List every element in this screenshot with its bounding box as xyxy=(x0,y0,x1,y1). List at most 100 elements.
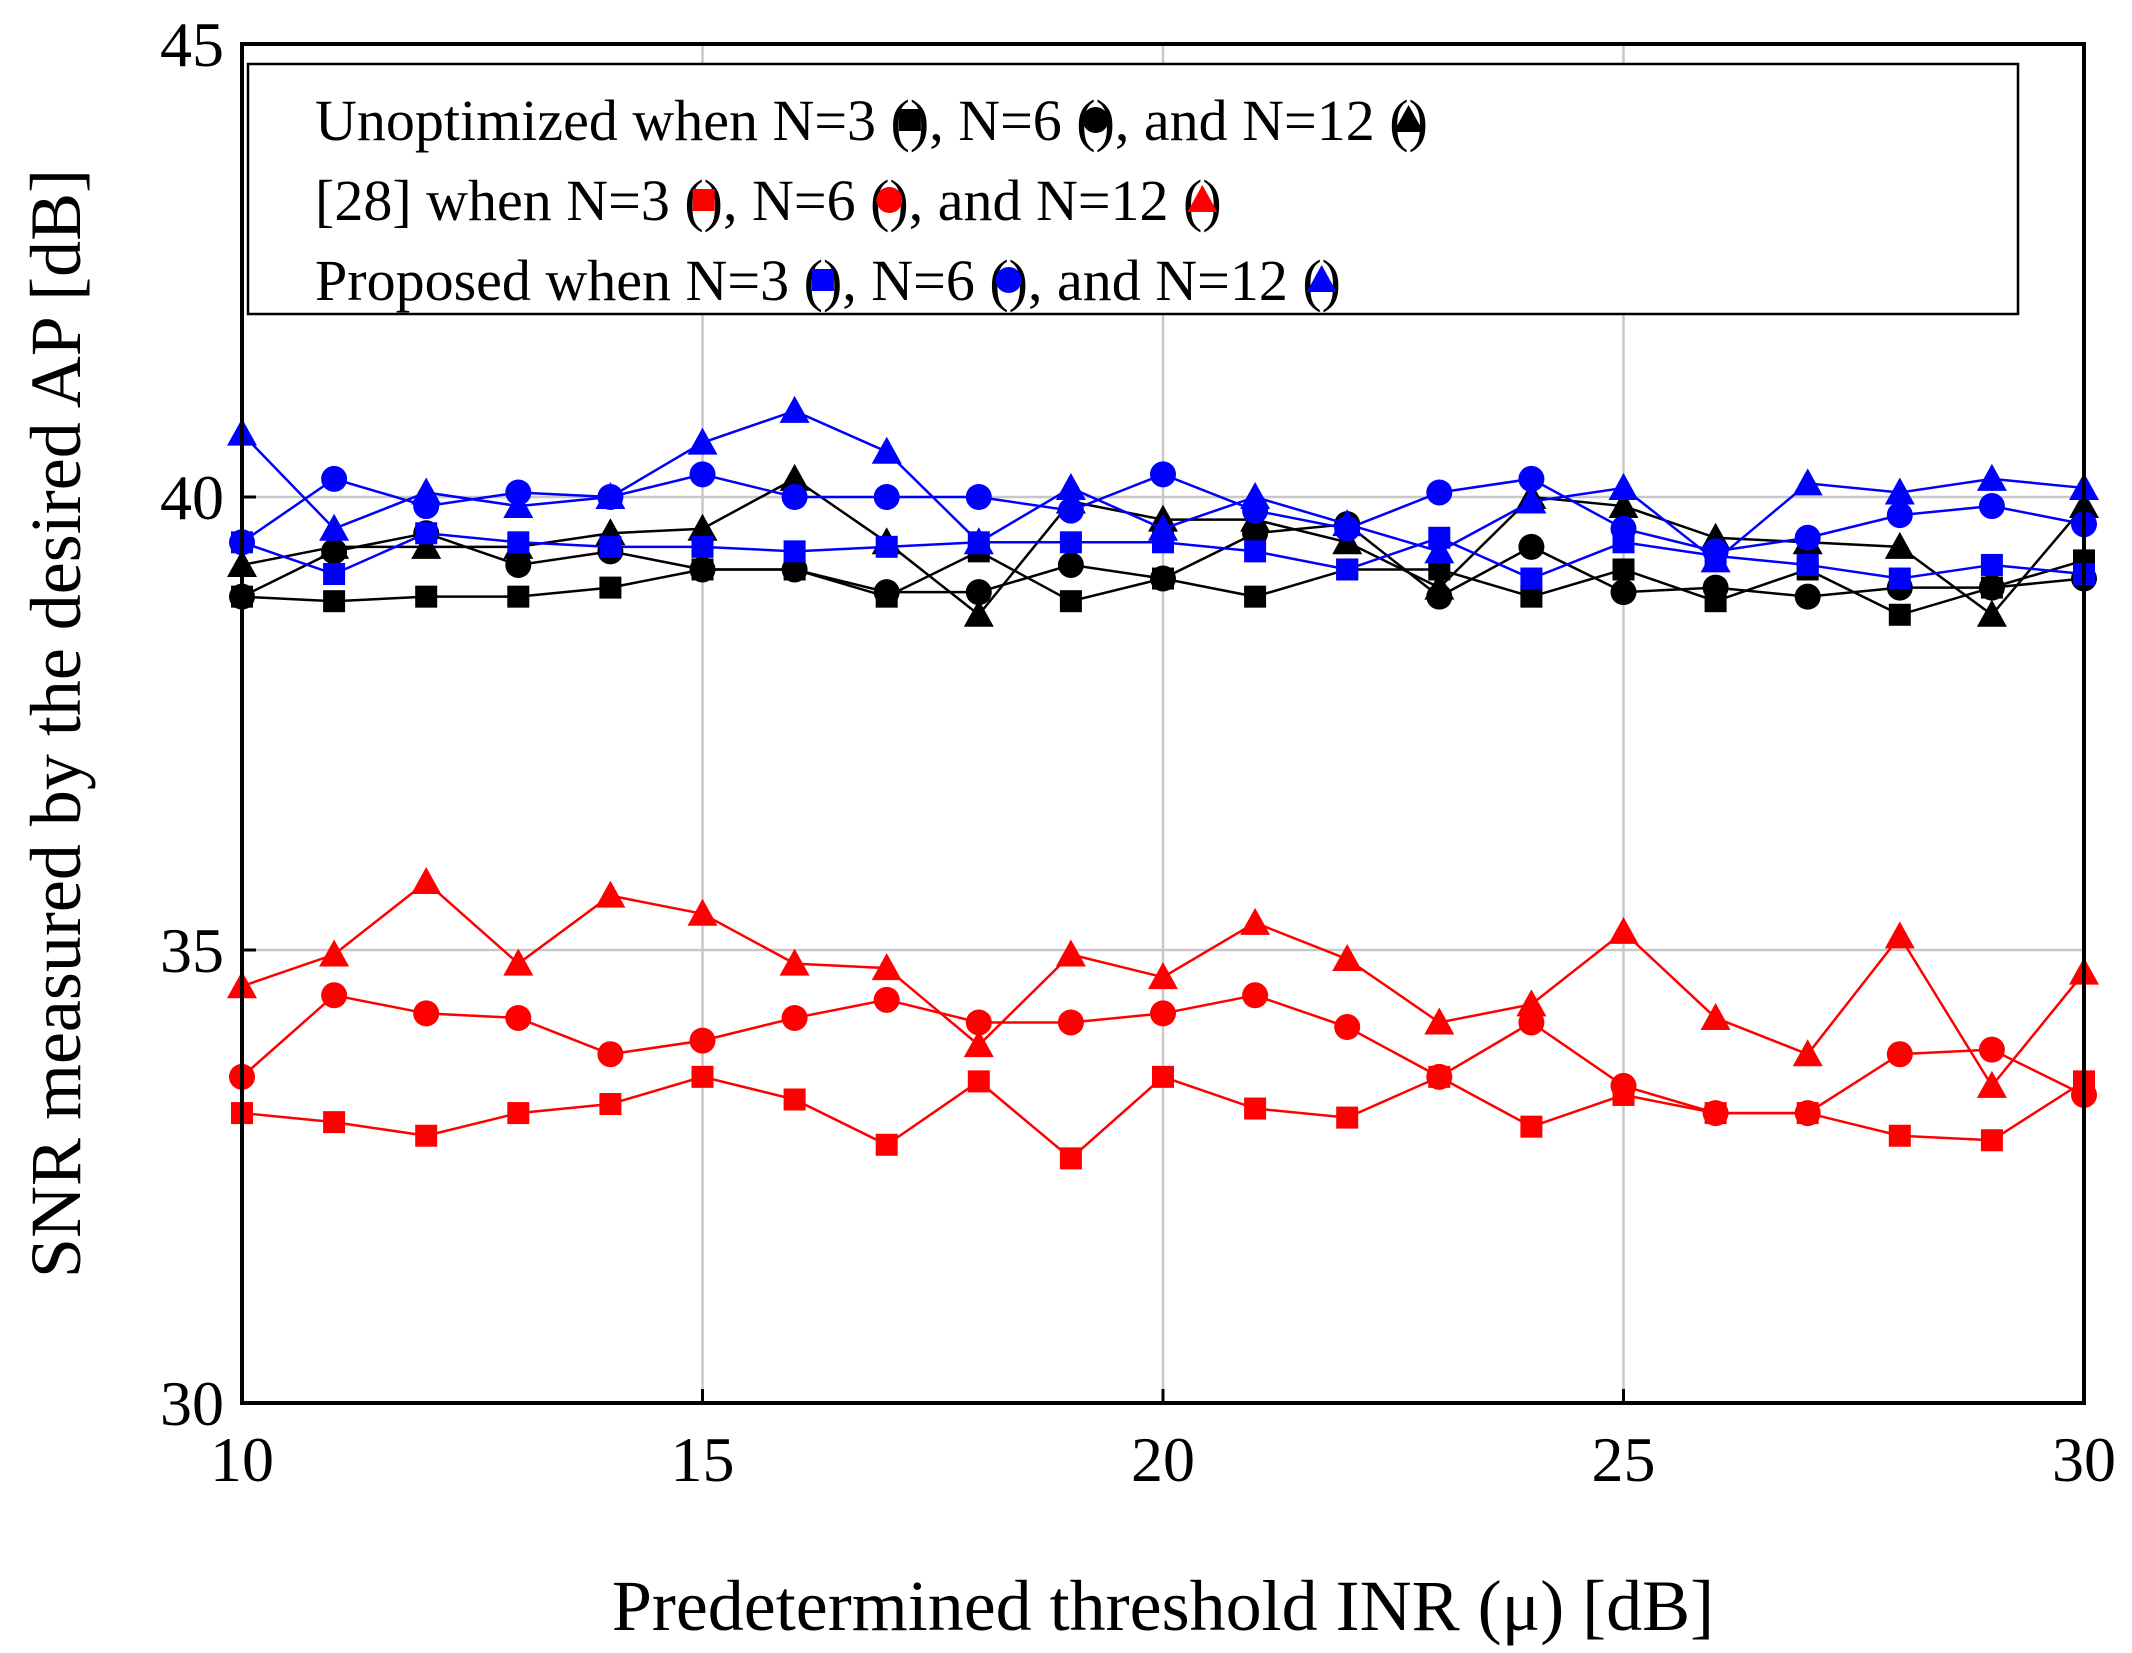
x-axis-label: Predetermined threshold INR (μ) [dB] xyxy=(612,1566,1714,1646)
legend-prefix: [28] when N=3 ( xyxy=(315,168,704,233)
data-point xyxy=(1520,1115,1543,1138)
x-tick-label: 10 xyxy=(210,1424,274,1495)
data-point xyxy=(1980,553,2003,576)
data-series xyxy=(227,395,2099,1170)
data-point xyxy=(1059,590,1082,613)
data-point xyxy=(1516,989,1547,1017)
data-point xyxy=(1978,493,2005,520)
data-point xyxy=(963,599,994,627)
data-point xyxy=(1976,463,2007,491)
legend-after: ) xyxy=(1202,168,1221,233)
y-tick-label: 35 xyxy=(160,915,224,986)
data-point xyxy=(1978,1036,2005,1063)
data-point xyxy=(1978,574,2005,601)
data-point xyxy=(505,1004,532,1031)
legend-after: ), N=6 ( xyxy=(910,88,1096,153)
legend-prefix: Proposed when N=3 ( xyxy=(315,248,823,313)
series-proposed-n-3 xyxy=(231,522,2095,590)
y-tick-label: 30 xyxy=(160,1368,224,1439)
legend-entry-text: [28] when N=3 (), N=6 (), and N=12 () xyxy=(315,168,1222,233)
data-point xyxy=(1334,1014,1361,1041)
data-point xyxy=(595,482,626,509)
data-point xyxy=(1426,479,1453,506)
data-point xyxy=(689,556,716,583)
data-point xyxy=(1152,1065,1174,1088)
data-point xyxy=(1336,558,1359,581)
legend-after: ) xyxy=(1322,248,1341,313)
data-point xyxy=(779,395,810,423)
data-point xyxy=(965,1009,992,1036)
data-point xyxy=(779,463,810,491)
data-point xyxy=(1886,502,1913,529)
data-point xyxy=(691,1065,714,1088)
data-point xyxy=(1057,1009,1084,1036)
data-point xyxy=(1148,962,1178,990)
axis-ticks: 10 15 20 25 30 30 35 40 45 xyxy=(160,9,2116,1495)
data-point xyxy=(1520,567,1543,590)
data-point xyxy=(1150,565,1176,592)
data-point xyxy=(507,1102,530,1125)
legend-after: ) xyxy=(1409,88,1428,153)
data-point xyxy=(1518,465,1545,492)
legend: Unoptimized when N=3 (), N=6 (), and N=1… xyxy=(246,62,2020,316)
legend-after: ), and N=12 ( xyxy=(889,168,1202,233)
data-point xyxy=(963,527,994,555)
data-point xyxy=(963,1030,994,1058)
data-point xyxy=(599,576,622,599)
data-point xyxy=(1794,583,1821,610)
legend-row: Unoptimized when N=3 (), N=6 (), and N=1… xyxy=(315,88,1428,153)
data-point xyxy=(411,531,442,559)
legend-circle-marker xyxy=(1082,107,1109,133)
data-point xyxy=(507,585,530,608)
data-point xyxy=(689,461,716,488)
data-point xyxy=(687,427,718,455)
data-point xyxy=(1244,1097,1267,1120)
data-point xyxy=(875,1133,898,1156)
data-point xyxy=(967,1070,990,1093)
data-point xyxy=(1884,477,1915,505)
data-point xyxy=(1240,482,1271,509)
y-tick-label: 45 xyxy=(160,9,224,80)
legend-triangle-marker xyxy=(1187,185,1218,212)
data-point xyxy=(1888,1124,1911,1147)
data-point xyxy=(1976,1070,2007,1098)
data-point xyxy=(1055,939,1086,967)
legend-row: [28] when N=3 (), N=6 (), and N=12 () xyxy=(315,168,1222,233)
data-point xyxy=(1888,603,1911,626)
data-point xyxy=(319,531,350,559)
data-point xyxy=(1426,1063,1453,1090)
data-point xyxy=(781,484,808,510)
data-point xyxy=(1516,486,1547,514)
data-point xyxy=(1518,533,1545,560)
data-point xyxy=(1055,472,1086,500)
legend-after: ), and N=12 ( xyxy=(1096,88,1409,153)
data-point xyxy=(1424,536,1455,564)
data-point xyxy=(783,540,806,563)
data-point xyxy=(1884,531,1915,559)
legend-triangle-marker xyxy=(1306,265,1337,292)
data-point xyxy=(871,436,902,464)
x-tick-label: 15 xyxy=(671,1424,735,1495)
data-point xyxy=(1336,1106,1359,1129)
data-point xyxy=(1700,545,1731,573)
data-point xyxy=(595,880,626,908)
data-point xyxy=(1976,599,2007,627)
data-point xyxy=(1520,585,1543,608)
series--28-n-12 xyxy=(227,867,2099,1098)
data-point xyxy=(687,898,718,926)
data-point xyxy=(965,484,992,510)
data-point xyxy=(875,535,898,558)
data-point xyxy=(599,535,622,558)
data-point xyxy=(691,535,714,558)
legend-after: ), and N=12 ( xyxy=(1009,248,1322,313)
data-point xyxy=(1150,461,1176,488)
data-point xyxy=(1612,558,1635,581)
legend-triangle-marker xyxy=(1393,105,1424,132)
data-point xyxy=(321,465,348,492)
data-point xyxy=(873,484,900,510)
data-point xyxy=(1057,497,1084,524)
data-point xyxy=(1059,1147,1082,1170)
data-point xyxy=(781,556,808,583)
